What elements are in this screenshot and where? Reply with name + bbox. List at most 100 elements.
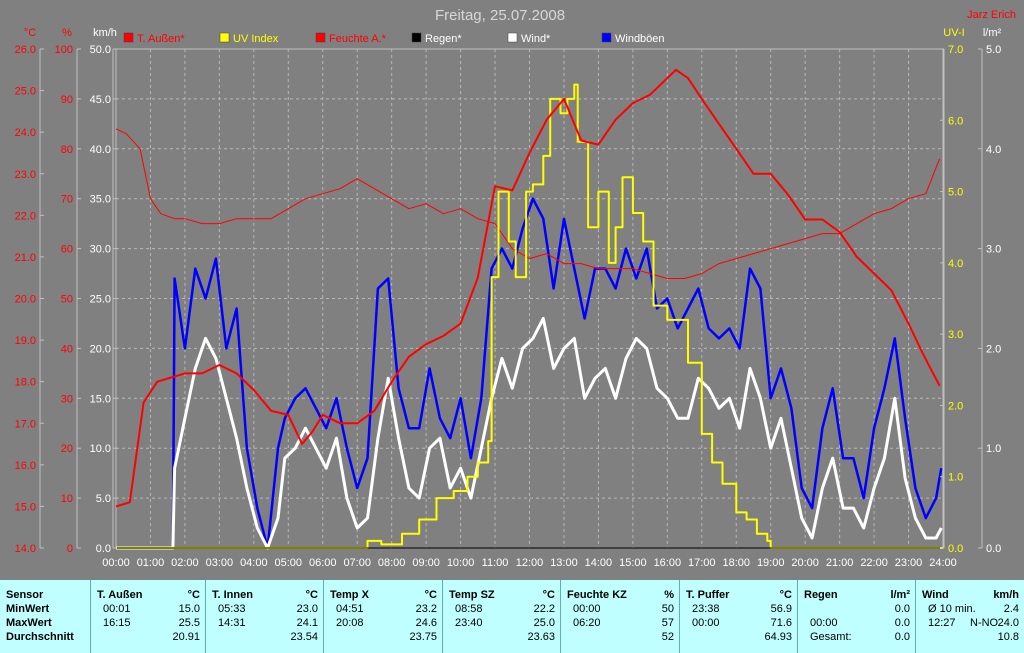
wind-tick-label: 10.0 — [90, 443, 111, 455]
series-line-1 — [115, 128, 941, 279]
stats-max-time: 00:00 — [692, 617, 720, 629]
hum-tick-label: 30 — [61, 393, 73, 405]
axes-layer: 00:00 01:00 02:00 03:00 04:00 05:00 06:00 07:00… — [15, 27, 1002, 569]
regen-val1: 0.0 — [894, 617, 910, 629]
stats-max-time: 16:15 — [103, 617, 131, 629]
stats-max-val: 24.6 — [415, 617, 437, 629]
uv-tick-label: 6.0 — [948, 115, 963, 127]
regen-name: Regen — [804, 589, 838, 601]
temp-tick-label: 18.0 — [15, 377, 36, 389]
hum-tick-label: 0 — [67, 543, 73, 555]
temp-tick-label: 19.0 — [15, 335, 36, 347]
stats-max-val: 24.1 — [296, 617, 318, 629]
temp-tick-label: 22.0 — [15, 210, 36, 222]
stats-min-val: 15.0 — [178, 603, 200, 615]
wind-unit: km/h — [993, 589, 1019, 601]
x-tick-label: 22:00 — [860, 557, 888, 569]
stats-col-name: Feuchte KZ — [567, 589, 627, 601]
uv-axis-unit: UV-I — [943, 27, 964, 39]
hum-tick-label: 90 — [61, 94, 73, 106]
stats-col-wind: Wind km/h Ø 10 min. 2.4 12:27 N-NO 24.0 10.8 — [915, 580, 1024, 653]
legend-label: T. Außen* — [137, 33, 185, 45]
x-tick-label: 04:00 — [240, 557, 268, 569]
rain-tick-label: 3.0 — [986, 244, 1001, 256]
x-tick-label: 12:00 — [516, 557, 544, 569]
hum-tick-label: 60 — [61, 244, 73, 256]
temp-tick-label: 21.0 — [15, 252, 36, 264]
temp-tick-label: 23.0 — [15, 169, 36, 181]
chart-title: Freitag, 25.07.2008 — [435, 7, 565, 24]
uv-tick-label: 1.0 — [948, 472, 963, 484]
legend-label: Regen* — [425, 33, 462, 45]
stats-col-unit: °C — [542, 589, 555, 601]
legend-swatch — [315, 32, 326, 43]
wind-tick-label: 20.0 — [90, 343, 111, 355]
x-tick-label: 20:00 — [791, 557, 819, 569]
label-min: MinWert — [6, 603, 50, 615]
rain-tick-label: 5.0 — [986, 44, 1001, 56]
stats-col: T. Außen °C 00:01 15.0 16:15 25.5 20.91 — [90, 580, 206, 653]
uv-tick-label: 2.0 — [948, 400, 963, 412]
stats-col: T. Innen °C 05:33 23.0 14:31 24.1 23.54 — [205, 580, 324, 653]
uv-tick-label: 0.0 — [948, 543, 963, 555]
wind-tick-label: 35.0 — [90, 194, 111, 206]
temp-tick-label: 24.0 — [15, 127, 36, 139]
uv-tick-label: 7.0 — [948, 44, 963, 56]
stats-min-time: 00:01 — [103, 603, 131, 615]
stats-min-val: 22.2 — [533, 603, 555, 615]
legend-label: Feuchte A.* — [329, 33, 387, 45]
stats-col: Temp SZ °C 08:58 22.2 23:40 25.0 23.63 — [442, 580, 561, 653]
regen-unit: l/m² — [890, 589, 910, 601]
stats-col: T. Puffer °C 23:38 56.9 00:00 71.6 64.93 — [679, 580, 798, 653]
temp-tick-label: 15.0 — [15, 501, 36, 513]
stats-col: Feuchte KZ% 00:00 50 06:20 57 52 — [560, 580, 680, 653]
wind-max: 24.0 — [997, 617, 1019, 629]
wind-avg: 2.4 — [1003, 603, 1019, 615]
stats-col-unit: °C — [187, 589, 200, 601]
x-tick-label: 23:00 — [895, 557, 923, 569]
legend-swatch — [601, 32, 612, 43]
stats-min-time: 05:33 — [218, 603, 246, 615]
legend-label: Wind* — [521, 33, 551, 45]
x-tick-label: 05:00 — [275, 557, 303, 569]
series-line-2 — [116, 83, 943, 549]
hum-tick-label: 50 — [61, 294, 73, 306]
stats-min-val: 56.9 — [770, 603, 792, 615]
x-tick-label: 24:00 — [929, 557, 957, 569]
stats-row-labels: Sensor MinWert MaxWert Durchschnitt — [0, 580, 90, 653]
wind-name: Wind — [922, 589, 949, 601]
legend-swatch — [123, 32, 134, 43]
stats-max-time: 20:08 — [336, 617, 364, 629]
temp-tick-label: 25.0 — [15, 86, 36, 98]
rain-axis-unit: l/m² — [983, 27, 1002, 39]
uv-tick-label: 4.0 — [948, 258, 963, 270]
x-tick-label: 11:00 — [482, 557, 509, 569]
wind-axis-unit: km/h — [93, 27, 117, 39]
regen-time: 00:00 — [810, 617, 838, 629]
stats-min-val: 23.2 — [415, 603, 437, 615]
x-tick-label: 13:00 — [550, 557, 578, 569]
hum-tick-label: 70 — [61, 194, 73, 206]
stats-avg: 23.54 — [290, 631, 318, 643]
uv-tick-label: 3.0 — [948, 329, 963, 341]
temp-tick-label: 20.0 — [15, 294, 36, 306]
wind-tick-label: 30.0 — [90, 244, 111, 256]
series-line-0 — [115, 68, 941, 508]
temp-tick-label: 17.0 — [15, 418, 36, 430]
stats-avg: 64.93 — [764, 631, 792, 643]
regen-val2: 0.0 — [894, 603, 910, 615]
stats-avg: 52 — [661, 631, 674, 643]
wind-max-time: 12:27 — [928, 617, 956, 629]
stats-min-time: 00:00 — [573, 603, 601, 615]
x-tick-label: 06:00 — [309, 557, 337, 569]
label-max: MaxWert — [6, 617, 52, 629]
stats-max-time: 23:40 — [455, 617, 483, 629]
weather-chart: 00:00 01:00 02:00 03:00 04:00 05:00 06:00 07:00… — [14, 7, 1016, 569]
stats-max-val: 57 — [661, 617, 674, 629]
x-tick-label: 19:00 — [757, 557, 785, 569]
x-tick-label: 00:00 — [102, 557, 130, 569]
legend-label: UV Index — [233, 33, 279, 45]
legend-label: Windböen — [615, 33, 665, 45]
hum-axis-unit: % — [62, 27, 72, 39]
x-tick-label: 01:00 — [137, 557, 165, 569]
